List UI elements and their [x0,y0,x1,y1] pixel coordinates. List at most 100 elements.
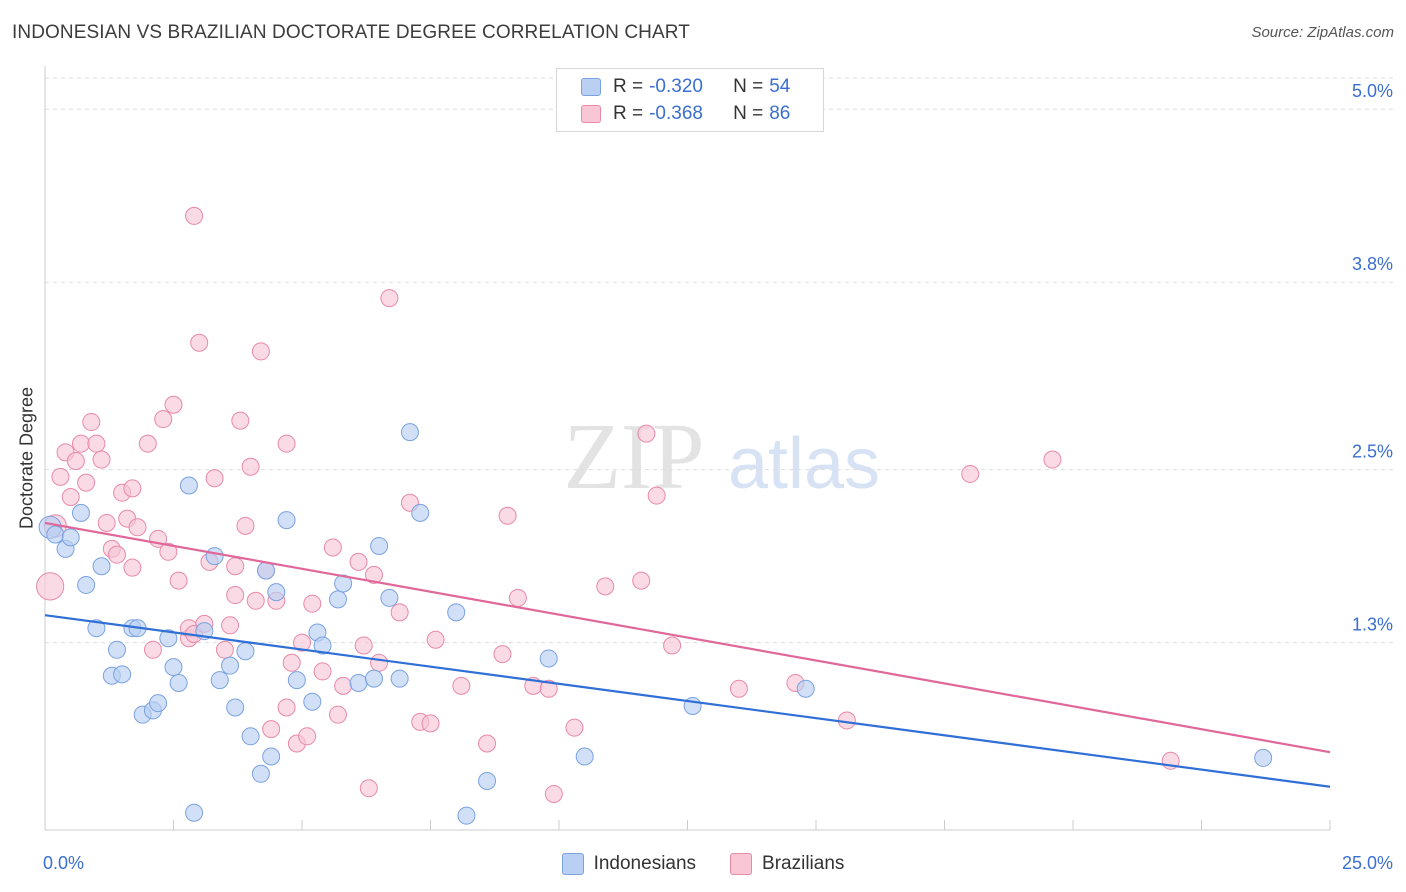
indonesian-point [277,511,296,530]
brazilian-point [143,640,162,659]
indonesian-point [478,771,497,790]
indonesian-point [334,574,353,593]
r-label: R = [613,76,644,97]
indonesian-point [185,803,204,822]
indonesian-point [92,557,111,576]
indonesian-point [46,525,65,544]
brazilian-point [354,636,373,655]
n-value: 54 [769,76,791,97]
legend-swatch-indonesians [561,853,584,875]
stats-row-brazilians: R = -0.368 N = 86 [581,102,790,126]
brazilian-point [51,467,70,486]
brazilian-point [107,545,126,564]
indonesian-point [164,658,183,677]
indonesians-points [38,423,1273,825]
indonesian-point [236,642,255,661]
legend-swatch-brazilians [730,853,753,875]
brazilian-point [961,464,980,483]
brazilian-point [190,333,209,352]
brazilian-point [138,434,157,453]
brazilian-point [637,424,656,443]
brazilian-point [246,591,265,610]
indonesian-point [61,528,80,547]
x-tick-label: 0.0% [43,853,84,873]
brazilian-point [313,662,332,681]
brazilian-point [647,486,666,505]
legend-item-indonesians: Indonesians [561,852,697,876]
axes [44,66,1331,831]
indonesian-point [400,423,419,442]
brazilian-point [226,557,245,576]
indonesian-point [1254,748,1273,767]
brazilian-point [221,616,240,635]
indonesian-point [364,669,383,688]
y-tick-label: 5.0% [1352,81,1393,101]
indonesian-point [71,503,90,522]
indonesian-point [205,547,224,566]
stats-row-indonesians: R = -0.320 N = 54 [581,75,790,99]
brazilian-point [215,640,234,659]
indonesian-point [380,588,399,607]
brazilian-point [359,779,378,798]
indonesian-point [210,671,229,690]
indonesian-point [107,640,126,659]
indonesian-point [539,649,558,668]
indonesian-point [796,679,815,698]
brazilian-point [123,479,142,498]
indonesian-point [179,476,198,495]
indonesian-point [241,727,260,746]
brazilian-point [231,411,250,430]
brazilian-point [508,588,527,607]
brazilian-point [92,450,111,469]
brazilian-point [421,714,440,733]
indonesian-point [87,619,106,638]
brazilian-point [729,679,748,698]
indonesian-point [328,590,347,609]
brazilian-point [478,734,497,753]
indonesian-point [113,665,132,684]
brazilian-point [390,603,409,622]
indonesian-point [457,806,476,825]
indonesian-point [303,692,322,711]
n-label: N = [733,103,764,124]
brazilian-point [323,538,342,557]
indonesian-point [313,636,332,655]
indonesian-point [287,671,306,690]
brazilian-point [596,577,615,596]
gridlines [45,77,1396,644]
indonesian-point [447,603,466,622]
brazilian-point [226,586,245,605]
brazilian-point [241,457,260,476]
indonesian-point [257,561,276,580]
brazilian-point [298,727,317,746]
x-tick-label: 25.0% [1342,853,1393,873]
r-value: -0.368 [649,103,703,124]
indonesians-trend-line [44,614,1331,788]
indonesian-point [159,629,178,648]
brazilian-point [1043,450,1062,469]
brazilian-point [61,488,80,507]
y-tick-label: 2.5% [1352,442,1393,462]
indonesian-point [149,694,168,713]
brazilian-point [349,552,368,571]
legend-label: Indonesians [593,853,697,874]
brazilian-point [66,451,85,470]
brazilian-point [251,342,270,361]
brazilian-point [364,565,383,584]
brazilian-point [293,633,311,652]
indonesian-point [349,673,368,692]
brazilian-point [128,518,147,537]
brazilian-point [544,784,563,803]
brazilian-point [262,720,281,739]
indonesian-point [267,583,286,602]
indonesian-point [262,747,281,766]
chart-title: INDONESIAN VS BRAZILIAN DOCTORATE DEGREE… [12,22,690,43]
brazilian-point [328,705,347,724]
watermark-zip: ZIP [564,405,705,509]
brazilian-point [493,645,512,664]
brazilian-point [77,473,96,492]
correlation-stats-box: R = -0.320 N = 54 R = -0.368 N = 86 [556,68,824,132]
indonesian-point [575,747,594,766]
r-value: -0.320 [649,76,703,97]
